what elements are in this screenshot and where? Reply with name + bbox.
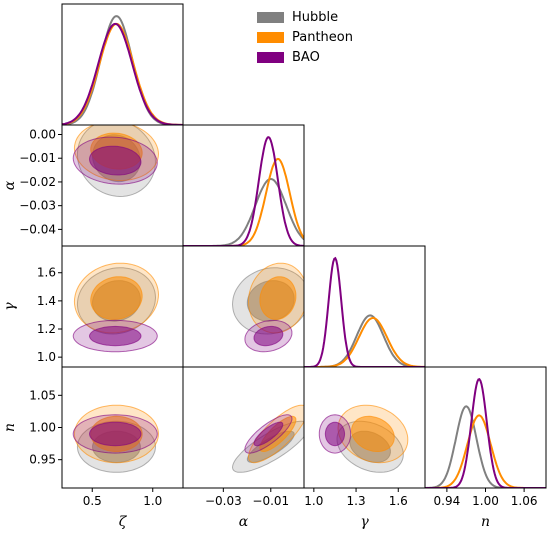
legend-label-hubble: Hubble <box>292 9 339 25</box>
panel-alpha-marginal <box>183 136 304 246</box>
panel-zeta-gamma-contours <box>72 262 160 353</box>
panel-zeta-alpha-contours <box>72 125 160 198</box>
y-tick-label-alpha: −0.04 <box>19 222 56 236</box>
contour-pantheon-68 <box>259 276 297 320</box>
marginal-line-pantheon <box>183 157 304 246</box>
y-tick-label-alpha: −0.01 <box>19 151 56 165</box>
x-tick-label-gamma: 1.3 <box>347 494 366 508</box>
contour-bao-68 <box>324 421 346 447</box>
y-axis-label-alpha: α <box>2 180 18 190</box>
y-tick-label-n: 1.05 <box>29 388 56 402</box>
panel-zeta-n-contours <box>72 404 160 473</box>
legend-swatch-hubble <box>257 11 284 23</box>
y-tick-label-gamma: 1.2 <box>37 322 56 336</box>
marginal-line-hubble <box>183 177 304 246</box>
marginal-line-hubble <box>425 405 546 488</box>
y-tick-label-n: 1.00 <box>29 421 56 435</box>
panel-alpha-n-contours <box>231 404 304 473</box>
marginal-line-hubble <box>304 314 425 367</box>
contour-bao-68 <box>88 145 142 176</box>
marginal-line-bao <box>62 22 183 125</box>
marginal-line-pantheon <box>304 317 425 367</box>
x-tick-label-n: 0.94 <box>434 494 461 508</box>
x-tick-label-alpha: −0.01 <box>252 494 289 508</box>
contour-bao-68 <box>253 325 284 347</box>
x-tick-label-zeta: 1.0 <box>143 494 162 508</box>
y-tick-label-alpha: 0.00 <box>29 127 56 141</box>
contour-bao-68 <box>253 421 284 447</box>
marginal-line-bao <box>183 136 304 246</box>
y-axis-label-n: n <box>2 423 18 432</box>
y-tick-label-gamma: 1.0 <box>37 350 56 364</box>
panel-alpha-gamma-contours <box>231 262 304 353</box>
x-tick-label-n: 1.00 <box>472 494 499 508</box>
panel-gamma-n-contours <box>318 404 409 473</box>
y-tick-label-n: 0.95 <box>29 453 56 467</box>
x-tick-label-gamma: 1.0 <box>304 494 323 508</box>
marginal-line-pantheon <box>425 414 546 488</box>
contour-pantheon-68 <box>351 415 395 452</box>
legend-item-bao: BAO <box>257 47 353 67</box>
marginal-line-pantheon <box>62 22 183 125</box>
panel-n-marginal <box>425 378 546 488</box>
legend-label-bao: BAO <box>292 49 320 65</box>
y-tick-label-gamma: 1.6 <box>37 266 56 280</box>
x-axis-label-n: n <box>481 514 490 530</box>
x-axis-label-gamma: γ <box>360 514 369 530</box>
y-tick-label-alpha: −0.02 <box>19 175 56 189</box>
legend-item-hubble: Hubble <box>257 7 353 27</box>
marginal-line-bao <box>304 256 425 367</box>
legend-swatch-pantheon <box>257 31 284 43</box>
contour-pantheon-68 <box>259 415 297 452</box>
y-tick-label-alpha: −0.03 <box>19 199 56 213</box>
y-axis-label-gamma: γ <box>2 302 18 311</box>
x-axis-label-alpha: α <box>239 514 249 530</box>
panel-zeta-marginal <box>62 15 183 125</box>
legend-item-pantheon: Pantheon <box>257 27 353 47</box>
contour-bao-68 <box>88 325 142 347</box>
x-axis-label-zeta: ζ <box>119 514 128 530</box>
marginal-line-bao <box>425 378 546 488</box>
x-tick-label-zeta: 0.5 <box>83 494 102 508</box>
x-tick-label-gamma: 1.6 <box>389 494 408 508</box>
y-tick-label-gamma: 1.4 <box>37 294 56 308</box>
contour-bao-68 <box>88 421 142 447</box>
contour-pantheon-68 <box>90 276 143 320</box>
panel-gamma-marginal <box>304 256 425 367</box>
legend: Hubble Pantheon BAO <box>257 7 353 67</box>
legend-label-pantheon: Pantheon <box>292 29 353 45</box>
x-tick-label-n: 1.06 <box>511 494 538 508</box>
legend-swatch-bao <box>257 51 284 63</box>
x-tick-label-alpha: −0.03 <box>205 494 242 508</box>
